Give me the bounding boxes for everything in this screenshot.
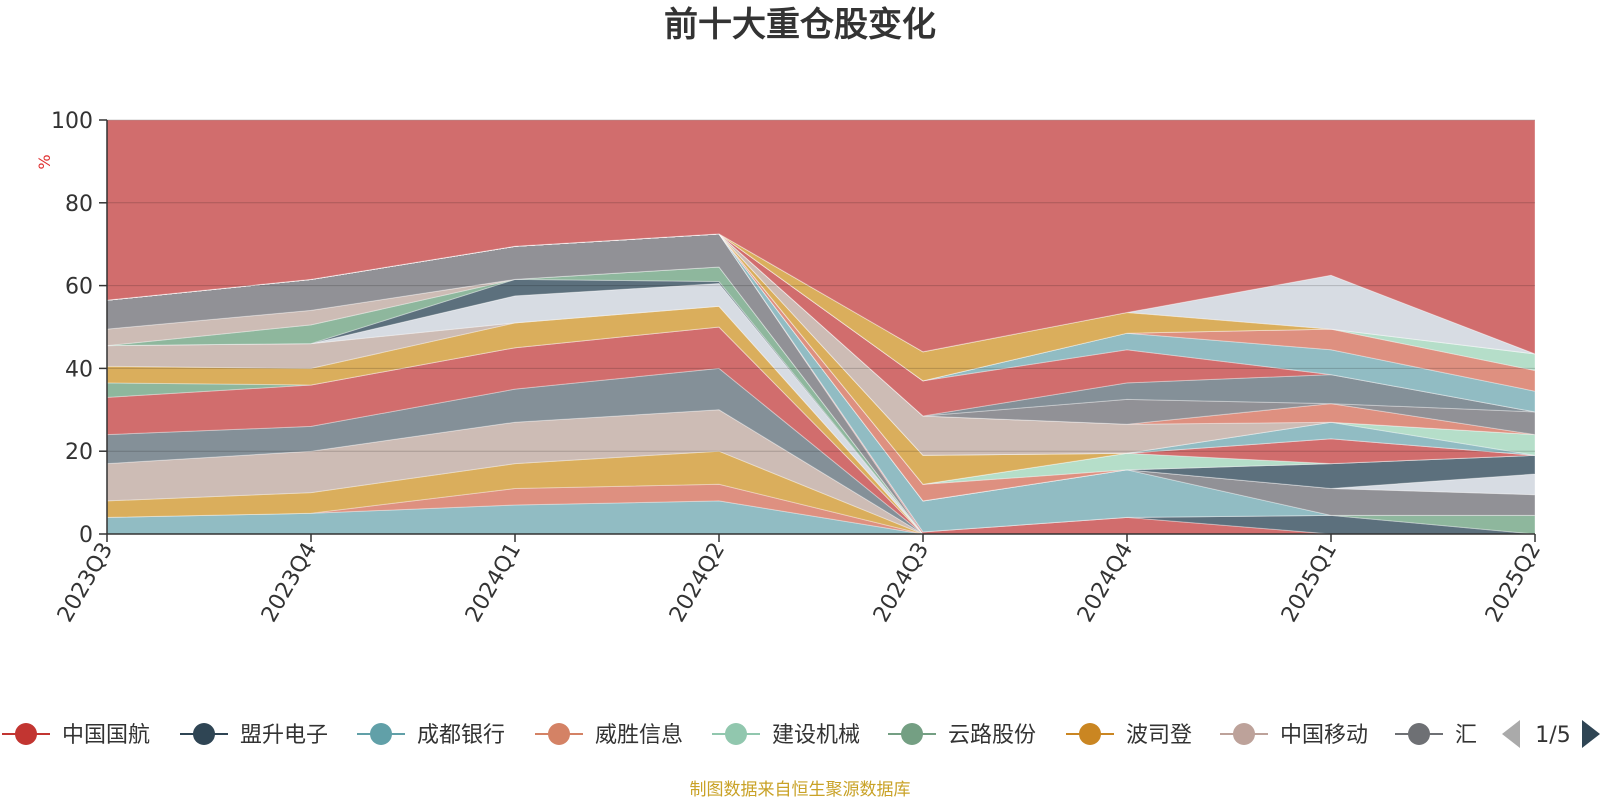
area-layer-34: [106, 233, 1536, 392]
area-layer-21: [106, 233, 1536, 502]
chart-title: 前十大重仓股变化: [664, 5, 936, 45]
legend-marker: [1233, 723, 1255, 745]
y-tick-label: 40: [65, 357, 93, 382]
area-layer-35: [106, 233, 1536, 382]
pager-next-icon[interactable]: [1582, 720, 1600, 748]
area-layer-11: [106, 278, 1535, 535]
x-tick-label: 2023Q3: [53, 539, 118, 627]
legend-marker: [548, 723, 570, 745]
legend-item-8[interactable]: 中国移动: [1220, 723, 1368, 748]
source-note: 制图数据来自恒生聚源数据库: [690, 780, 911, 800]
y-tick-label: 80: [65, 192, 93, 217]
area-layer-33: [106, 233, 1536, 413]
legend-marker: [193, 723, 215, 745]
area-layer-19: [106, 233, 1536, 516]
y-tick-label: 100: [51, 109, 93, 134]
x-tick-label: 2024Q3: [869, 539, 934, 627]
legend-marker: [1079, 723, 1101, 745]
area-layer-30: [106, 233, 1536, 436]
legend-label: 中国移动: [1280, 723, 1368, 748]
legend-item-2[interactable]: 盟升电子: [180, 723, 328, 748]
legend-marker: [725, 723, 747, 745]
legend-item-9[interactable]: 汇: [1395, 723, 1477, 748]
legend-marker: [1408, 723, 1430, 745]
area-layer-27: [106, 233, 1536, 456]
y-tick-label: 20: [65, 440, 93, 465]
y-tick-label: 60: [65, 275, 93, 300]
legend-label: 成都银行: [417, 723, 505, 748]
x-tick-label: 2025Q2: [1481, 539, 1546, 627]
area-layer-39: [106, 119, 1536, 355]
pager-indicator: 1/5: [1535, 723, 1570, 748]
legend-label: 波司登: [1126, 723, 1192, 748]
pager-prev-icon[interactable]: [1502, 720, 1520, 748]
area-layer-20: [106, 233, 1536, 502]
legend-marker: [15, 723, 37, 745]
x-tick-label: 2024Q1: [461, 539, 526, 627]
legend-label: 汇: [1455, 723, 1477, 748]
legend-item-6[interactable]: 云路股份: [888, 723, 1036, 748]
legend-pager[interactable]: 1/5: [1502, 720, 1600, 748]
y-tick-label: 0: [79, 523, 93, 548]
legend-item-5[interactable]: 建设机械: [712, 723, 860, 748]
x-tick-label: 2024Q2: [665, 539, 730, 627]
area-layer-17: [106, 233, 1536, 535]
legend-item-4[interactable]: 威胜信息: [535, 723, 683, 748]
x-tick-label: 2023Q4: [257, 539, 322, 627]
legend-item-1[interactable]: 中国国航: [2, 723, 150, 748]
legend-marker: [901, 723, 923, 745]
legend-item-3[interactable]: 成都银行: [357, 723, 505, 748]
x-tick-label: 2025Q1: [1277, 539, 1342, 627]
legend-label: 云路股份: [948, 723, 1036, 748]
legend-label: 建设机械: [772, 723, 860, 748]
y-axis-unit: %: [35, 154, 54, 169]
area-layers: [106, 119, 1536, 535]
x-tick-label: 2024Q4: [1073, 539, 1138, 627]
legend-item-7[interactable]: 波司登: [1066, 723, 1192, 748]
legend[interactable]: 中国国航 盟升电子 成都银行 威胜信息 建设机械 云路股份 波司登 中国移动 汇: [2, 723, 1477, 748]
legend-label: 威胜信息: [595, 723, 683, 748]
legend-marker: [370, 723, 392, 745]
legend-label: 盟升电子: [240, 723, 328, 748]
area-layer-18: [106, 233, 1535, 533]
area-layer-15: [106, 233, 1535, 535]
legend-label: 中国国航: [62, 723, 150, 748]
